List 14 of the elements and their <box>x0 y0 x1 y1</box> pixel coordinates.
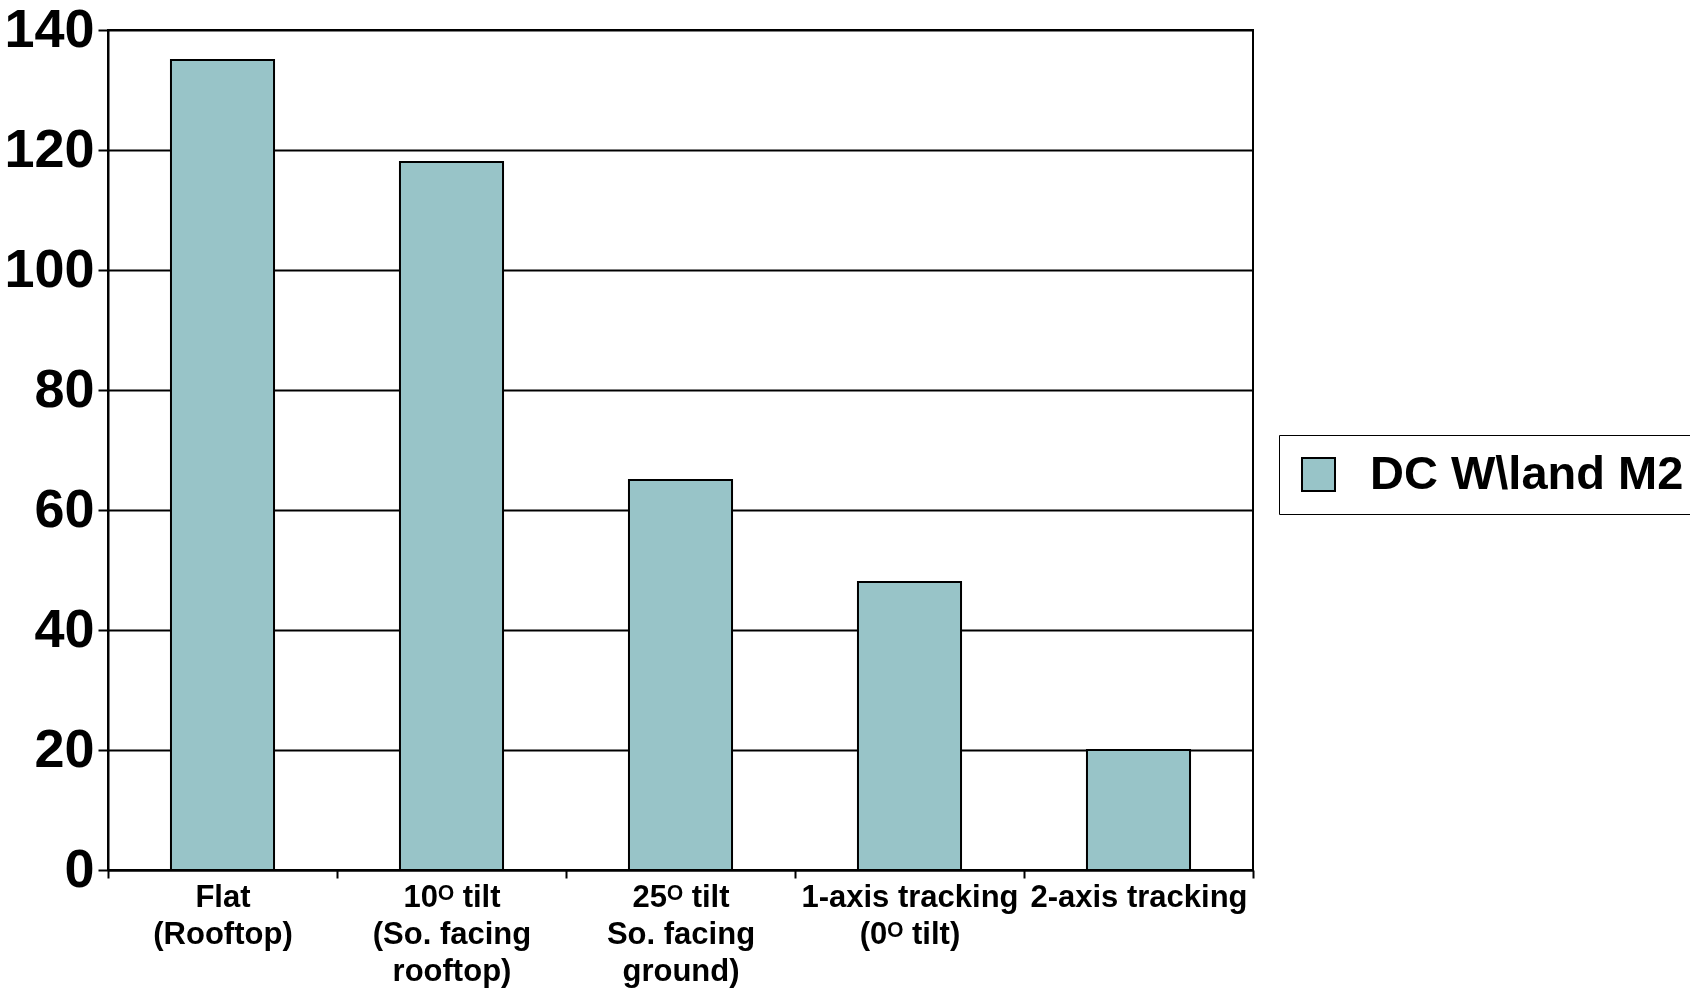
y-tick-label: 140 <box>4 0 95 58</box>
y-tick-label: 20 <box>34 717 95 778</box>
legend-label: DC W\land M2 <box>1370 445 1684 499</box>
y-tick-label: 40 <box>34 597 95 658</box>
y-tick-label: 0 <box>64 837 95 898</box>
x-tick-label: Flat (Rooftop) <box>153 878 293 951</box>
y-tick-label: 120 <box>4 117 95 178</box>
y-tick-label: 80 <box>34 357 95 418</box>
x-tick-label: 25ᴼ tilt So. facing ground) <box>606 878 756 988</box>
y-tick-label: 100 <box>4 237 95 298</box>
y-tick-label: 60 <box>34 477 95 538</box>
x-tick-label: 10ᴼ tilt (So. facing rooftop) <box>372 878 532 988</box>
x-tick-label: 1-axis tracking (0ᴼ tilt) <box>801 878 1019 951</box>
x-tick-label: 2-axis tracking <box>1030 878 1248 914</box>
